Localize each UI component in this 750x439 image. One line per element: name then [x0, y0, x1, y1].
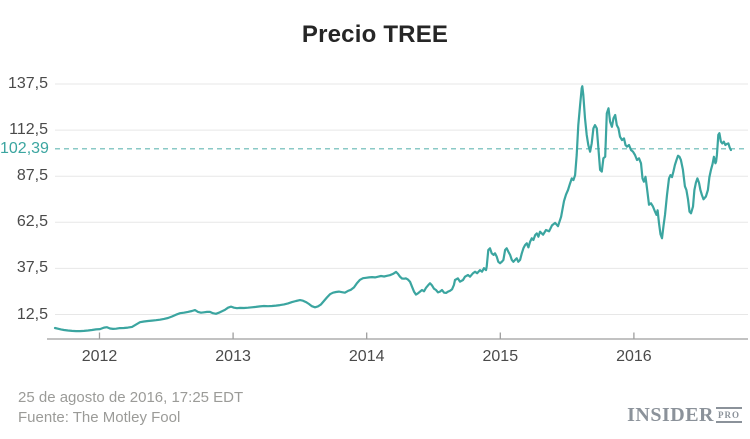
y-tick-label: 112,5 — [9, 121, 48, 139]
chart-title: Precio TREE — [301, 21, 449, 48]
x-tick-label: 2012 — [81, 348, 118, 365]
current-price-label: 102,39 — [0, 139, 49, 157]
y-tick-label: 12,5 — [16, 305, 48, 323]
x-tick-label: 2014 — [348, 348, 385, 365]
y-tick-label: 87,5 — [16, 167, 48, 185]
logo-brand-text: INSIDER — [627, 404, 714, 426]
price-line-series — [53, 85, 733, 333]
logo-pro-badge: PRO — [716, 407, 742, 423]
timestamp-text: 25 de agosto de 2016, 17:25 EDT — [18, 389, 244, 406]
insiderpro-logo: INSIDER PRO — [627, 404, 742, 427]
y-tick-label: 37,5 — [16, 259, 48, 277]
y-tick-label: 62,5 — [16, 213, 48, 231]
chart-footer: 25 de agosto de 2016, 17:25 EDT Fuente: … — [18, 388, 243, 428]
x-tick-label: 2013 — [215, 348, 251, 365]
x-tick-label: 2015 — [482, 348, 519, 365]
x-tick-label: 2016 — [616, 348, 652, 365]
y-tick-label: 137,5 — [7, 75, 48, 92]
source-text: Fuente: The Motley Fool — [18, 409, 181, 426]
